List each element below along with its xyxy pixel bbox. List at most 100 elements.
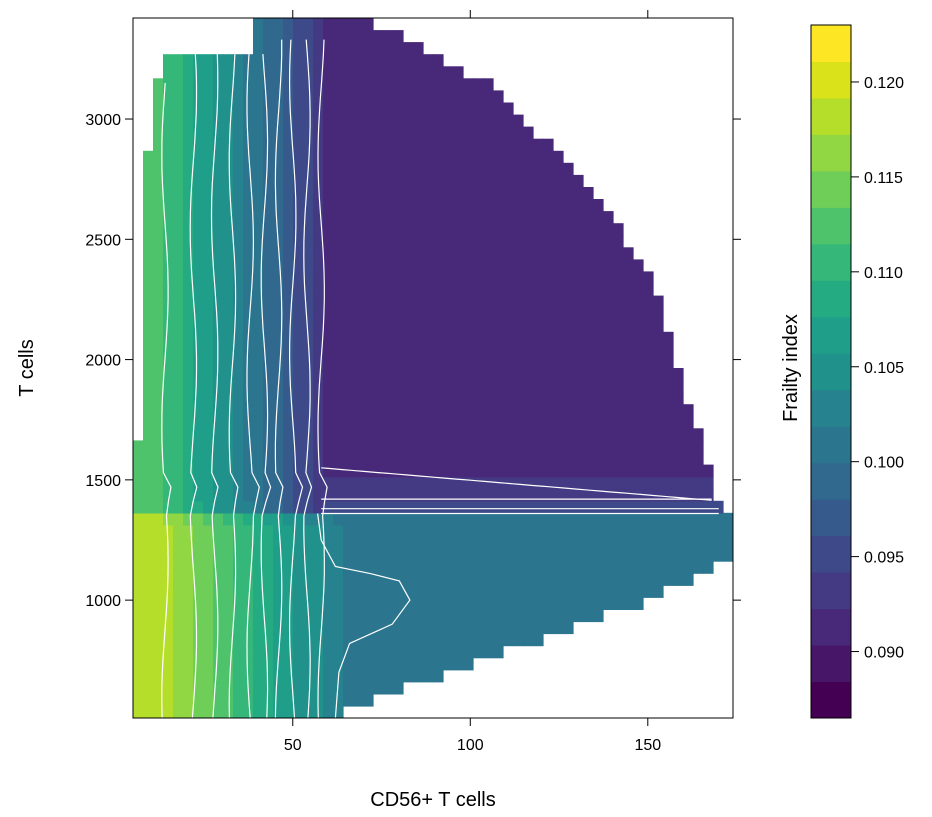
- surface-cell: [133, 573, 144, 586]
- surface-cell: [573, 259, 584, 273]
- surface-cell: [253, 271, 264, 285]
- surface-cell: [253, 585, 264, 598]
- surface-cell: [193, 162, 204, 176]
- surface-cell: [263, 199, 274, 212]
- surface-cell: [293, 645, 304, 659]
- surface-cell: [533, 368, 544, 381]
- surface-cell: [583, 440, 594, 454]
- surface-cell: [343, 549, 354, 562]
- surface-cell: [203, 500, 214, 514]
- surface-cell: [413, 54, 424, 67]
- surface-cell: [653, 355, 664, 369]
- surface-cell: [373, 633, 384, 647]
- surface-cell: [253, 90, 264, 104]
- surface-cell: [503, 271, 514, 285]
- surface-cell: [183, 705, 194, 718]
- surface-cell: [663, 416, 674, 429]
- surface-cell: [303, 126, 314, 140]
- surface-cell: [493, 512, 504, 526]
- surface-cell: [533, 211, 544, 224]
- surface-cell: [323, 42, 334, 55]
- surface-cell: [583, 585, 594, 598]
- surface-cell: [403, 392, 414, 405]
- surface-cell: [253, 114, 264, 128]
- surface-cell: [503, 512, 514, 526]
- surface-cell: [293, 42, 304, 55]
- surface-cell: [263, 416, 274, 429]
- surface-cell: [513, 211, 524, 224]
- surface-cell: [223, 90, 234, 104]
- surface-cell: [353, 500, 364, 514]
- surface-cell: [193, 66, 204, 79]
- surface-cell: [433, 102, 444, 116]
- surface-cell: [343, 512, 354, 526]
- surface-cell: [373, 500, 384, 514]
- surface-cell: [173, 416, 184, 429]
- surface-cell: [463, 657, 474, 671]
- surface-cell: [313, 524, 324, 538]
- surface-cell: [203, 512, 214, 526]
- surface-cell: [393, 42, 404, 55]
- surface-cell: [483, 440, 494, 454]
- surface-cell: [163, 705, 174, 718]
- surface-cell: [553, 404, 564, 417]
- surface-cell: [193, 573, 204, 586]
- surface-cell: [453, 283, 464, 297]
- surface-cell: [483, 283, 494, 297]
- surface-cell: [423, 187, 434, 200]
- surface-cell: [313, 259, 324, 273]
- surface-cell: [253, 537, 264, 550]
- surface-cell: [553, 211, 564, 224]
- surface-cell: [443, 295, 454, 309]
- surface-cell: [293, 78, 304, 91]
- surface-cell: [143, 259, 154, 273]
- surface-cell: [333, 440, 344, 454]
- surface-cell: [683, 524, 694, 538]
- surface-cell: [363, 621, 374, 635]
- surface-cell: [393, 380, 404, 393]
- surface-cell: [583, 331, 594, 345]
- surface-cell: [413, 162, 424, 176]
- surface-cell: [233, 440, 244, 454]
- surface-cell: [243, 78, 254, 91]
- surface-cell: [383, 247, 394, 260]
- surface-cell: [313, 380, 324, 393]
- surface-cell: [393, 597, 404, 610]
- surface-cell: [663, 549, 674, 562]
- surface-cell: [333, 295, 344, 309]
- surface-cell: [203, 283, 214, 297]
- surface-cell: [613, 404, 624, 417]
- surface-cell: [323, 271, 334, 285]
- surface-cell: [503, 211, 514, 224]
- surface-cell: [413, 609, 424, 623]
- surface-cell: [543, 609, 554, 623]
- contour-line: [303, 39, 313, 718]
- surface-cell: [473, 271, 484, 285]
- surface-cell: [543, 211, 554, 224]
- surface-cell: [613, 476, 624, 490]
- surface-cell: [403, 331, 414, 345]
- surface-cell: [143, 561, 154, 574]
- surface-cell: [413, 621, 424, 635]
- surface-cell: [283, 573, 294, 586]
- surface-cell: [443, 199, 454, 212]
- surface-cell: [653, 464, 664, 478]
- surface-cell: [213, 235, 224, 248]
- surface-cell: [333, 609, 344, 623]
- surface-cell: [243, 705, 254, 718]
- surface-cell: [433, 512, 444, 526]
- surface-cell: [153, 247, 164, 260]
- surface-cell: [313, 295, 324, 309]
- surface-cell: [353, 645, 364, 659]
- surface-cell: [173, 211, 184, 224]
- surface-cell: [593, 428, 604, 441]
- colorbar-swatch: [811, 316, 851, 354]
- surface-cell: [163, 645, 174, 659]
- surface-cell: [583, 259, 594, 273]
- surface-cell: [403, 283, 414, 297]
- surface-cell: [153, 307, 164, 321]
- surface-cell: [213, 307, 224, 321]
- surface-cell: [513, 162, 524, 176]
- surface-cell: [273, 681, 284, 695]
- surface-cell: [363, 114, 374, 128]
